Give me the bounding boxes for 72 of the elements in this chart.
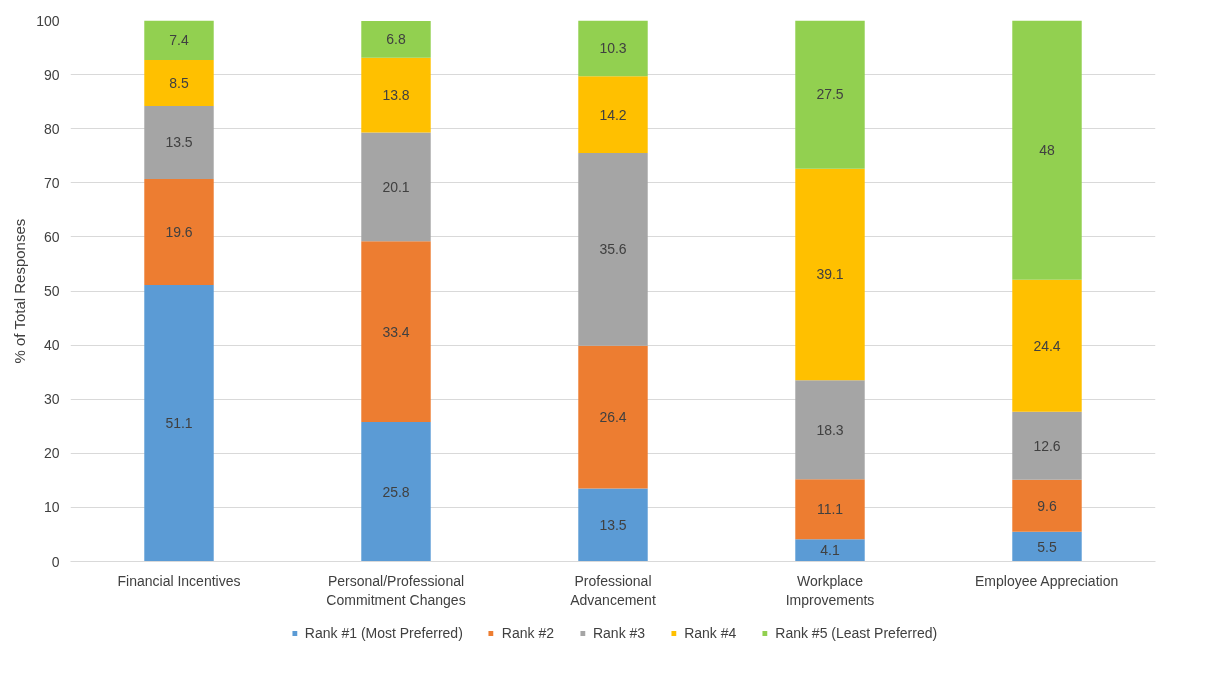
data-label: 14.2 bbox=[599, 106, 627, 123]
bar bbox=[361, 21, 431, 58]
bar bbox=[361, 57, 431, 133]
data-label: 19.6 bbox=[165, 224, 193, 241]
bar bbox=[1012, 279, 1082, 412]
data-label: 48 bbox=[1039, 141, 1055, 158]
bar bbox=[578, 488, 648, 562]
bar bbox=[144, 20, 214, 60]
legend-label: Rank #2 bbox=[501, 624, 554, 641]
bar bbox=[1012, 531, 1082, 562]
y-tick-label: 80 bbox=[43, 120, 60, 137]
bar bbox=[144, 179, 214, 286]
bar bbox=[1012, 20, 1082, 280]
data-label: 10.3 bbox=[599, 40, 627, 57]
y-tick-label: 90 bbox=[43, 66, 60, 83]
y-tick-label: 10 bbox=[43, 499, 60, 516]
y-tick-label: 40 bbox=[43, 337, 60, 354]
x-tick-label: Workplace Improvements bbox=[785, 572, 875, 608]
bar bbox=[144, 285, 214, 562]
y-tick-label: 60 bbox=[43, 228, 60, 245]
x-tick-label: Financial Incentives bbox=[117, 572, 241, 589]
bar bbox=[795, 479, 865, 540]
y-tick-label: 0 bbox=[51, 553, 60, 570]
bar bbox=[144, 105, 214, 180]
y-axis-title: % of Total Responses bbox=[11, 218, 29, 364]
data-label: 33.4 bbox=[382, 323, 410, 340]
bar bbox=[578, 20, 648, 77]
data-label: 11.1 bbox=[816, 501, 844, 518]
bar bbox=[361, 241, 431, 422]
data-label: 5.5 bbox=[1037, 538, 1057, 555]
legend-label: Rank #1 (Most Preferred) bbox=[304, 624, 463, 641]
data-label: 13.5 bbox=[165, 134, 193, 151]
data-label: 13.8 bbox=[382, 87, 410, 104]
y-tick-label: 20 bbox=[43, 445, 60, 462]
bar bbox=[795, 539, 865, 562]
bar bbox=[795, 380, 865, 480]
data-label: 4.1 bbox=[820, 542, 840, 559]
data-label: 26.4 bbox=[599, 409, 627, 426]
legend-label: Rank #4 bbox=[684, 624, 737, 641]
y-tick-label: 50 bbox=[43, 283, 60, 299]
y-tick-label: 70 bbox=[43, 174, 60, 191]
data-label: 9.6 bbox=[1037, 497, 1057, 514]
bar bbox=[578, 153, 648, 346]
x-tick-label: Employee Appreciation bbox=[975, 572, 1119, 589]
bar bbox=[578, 345, 648, 489]
bar bbox=[361, 132, 431, 242]
data-label: 18.3 bbox=[816, 421, 844, 438]
legend-label: Rank #5 (Least Preferred) bbox=[775, 624, 938, 641]
data-label: 7.4 bbox=[169, 31, 189, 48]
data-label: 8.5 bbox=[169, 74, 189, 91]
x-tick-label: Professional Advancement bbox=[570, 572, 656, 608]
data-label: 12.6 bbox=[1033, 437, 1061, 454]
y-tick-label: 100 bbox=[36, 12, 60, 29]
data-label: 24.4 bbox=[1033, 337, 1061, 354]
bar bbox=[1012, 479, 1082, 532]
data-label: 35.6 bbox=[599, 241, 627, 258]
x-tick-label: Personal/Professional Commitment Changes bbox=[326, 572, 466, 608]
data-label: 6.8 bbox=[386, 31, 406, 48]
data-label: 51.1 bbox=[165, 415, 193, 432]
legend-label: Rank #3 bbox=[592, 624, 646, 641]
bar bbox=[144, 59, 214, 106]
data-label: 39.1 bbox=[816, 266, 844, 283]
data-label: 27.5 bbox=[816, 86, 844, 103]
bar bbox=[578, 76, 648, 154]
data-label: 25.8 bbox=[382, 483, 410, 500]
data-label: 20.1 bbox=[382, 178, 410, 195]
bar bbox=[795, 168, 865, 381]
data-label: 13.5 bbox=[599, 516, 627, 533]
bar bbox=[1012, 411, 1082, 480]
bar bbox=[361, 421, 431, 562]
y-tick-label: 30 bbox=[43, 391, 60, 408]
bar bbox=[795, 20, 865, 169]
